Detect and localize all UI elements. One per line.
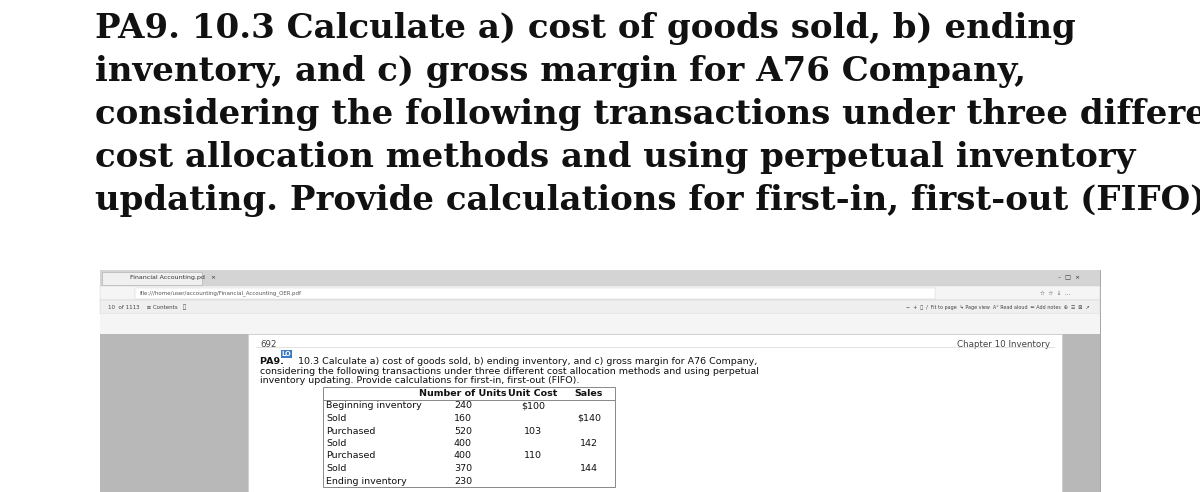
Text: PA9. 10.3 Calculate a) cost of goods sold, b) ending: PA9. 10.3 Calculate a) cost of goods sol… [95,12,1075,45]
Bar [102,272,202,285]
Text: PA9.: PA9. [260,357,287,366]
Text: Ending inventory: Ending inventory [326,476,407,486]
Text: 692: 692 [260,340,276,349]
Text: 103: 103 [524,427,542,435]
Text: LO: LO [282,350,292,357]
Bar [100,286,1100,300]
Text: −  +  🔍  /  Fit to page  ↳ Page view  A° Read aloud  ✏ Add notes  ⊕  ☰  ⊠  ↗: − + 🔍 / Fit to page ↳ Page view A° Read … [906,305,1090,309]
Text: 240: 240 [454,401,472,410]
Bar [323,387,616,487]
Bar [100,314,1100,492]
Text: cost allocation methods and using perpetual inventory: cost allocation methods and using perpet… [95,141,1135,174]
Text: 230: 230 [454,476,472,486]
Text: 110: 110 [524,452,542,461]
Text: 10  of 1113    ≡ Contents   🔍: 10 of 1113 ≡ Contents 🔍 [108,304,186,310]
Text: Financial Accounting.pd   ×: Financial Accounting.pd × [130,276,216,280]
Text: considering the following transactions under three different: considering the following transactions u… [95,98,1200,131]
Bar [248,334,1062,492]
Bar [100,314,1100,334]
Text: 520: 520 [454,427,472,435]
Text: considering the following transactions under three different cost allocation met: considering the following transactions u… [260,367,758,375]
Text: Sold: Sold [326,439,347,448]
Text: 400: 400 [454,439,472,448]
Text: Beginning inventory: Beginning inventory [326,401,421,410]
Text: Number of Units: Number of Units [419,389,506,398]
Text: Sold: Sold [326,414,347,423]
Bar [281,349,292,358]
Text: $140: $140 [577,414,601,423]
Bar [134,287,935,299]
Text: Chapter 10 Inventory: Chapter 10 Inventory [958,340,1050,349]
Text: 400: 400 [454,452,472,461]
Text: $100: $100 [521,401,545,410]
Text: file:///home/user/accounting/Financial_Accounting_OER.pdf: file:///home/user/accounting/Financial_A… [140,290,302,296]
Text: Sold: Sold [326,464,347,473]
Text: 142: 142 [580,439,598,448]
Text: Purchased: Purchased [326,427,376,435]
Bar [100,270,1100,286]
Text: Unit Cost: Unit Cost [509,389,558,398]
Text: 10.3 Calculate a) cost of goods sold, b) ending inventory, and c) gross margin f: 10.3 Calculate a) cost of goods sold, b)… [295,357,757,366]
Text: Purchased: Purchased [326,452,376,461]
Text: 370: 370 [454,464,472,473]
Text: ☆  ☆  ↓  …: ☆ ☆ ↓ … [1039,290,1070,296]
Text: Sales: Sales [575,389,604,398]
Text: 144: 144 [580,464,598,473]
Text: updating. Provide calculations for first-in, first-out (FIFO).: updating. Provide calculations for first… [95,184,1200,217]
Bar [100,270,1100,492]
Bar [100,300,1100,314]
Text: 160: 160 [454,414,472,423]
Text: inventory, and c) gross margin for A76 Company,: inventory, and c) gross margin for A76 C… [95,55,1026,88]
Text: –  □  ×: – □ × [1057,276,1080,280]
Text: inventory updating. Provide calculations for first-in, first-out (FIFO).: inventory updating. Provide calculations… [260,376,580,385]
